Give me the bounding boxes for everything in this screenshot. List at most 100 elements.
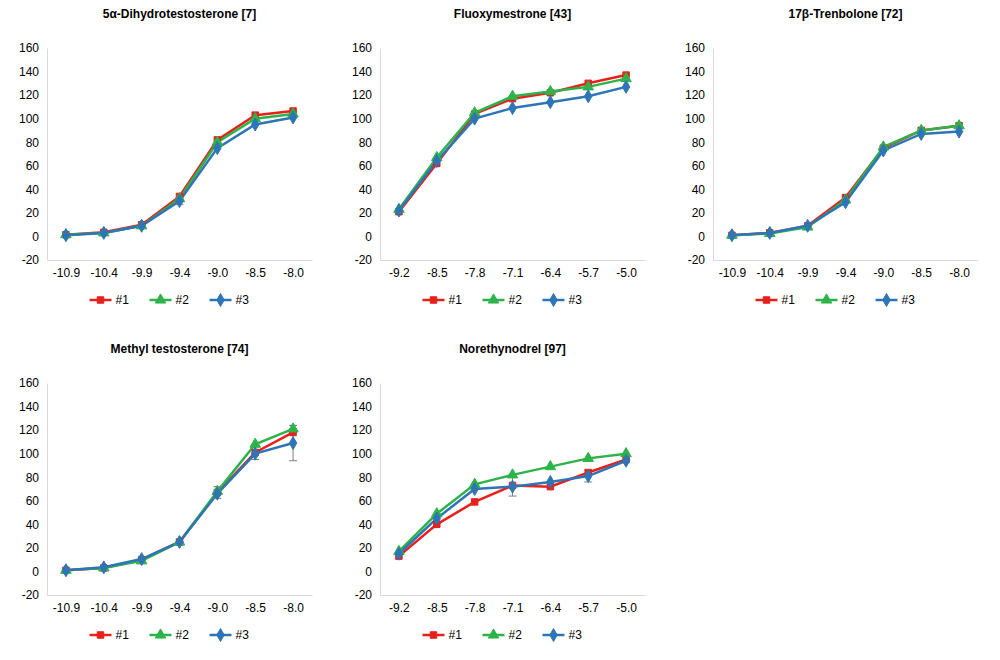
series-marker (547, 475, 554, 488)
y-axis-line (380, 384, 381, 596)
series-marker (955, 125, 962, 138)
y-tick-label: -20 (22, 588, 40, 602)
y-tick: -20 (355, 253, 380, 267)
x-tick: -10.9 (719, 260, 747, 280)
x-tick-label: -5.7 (578, 601, 599, 615)
x-tick: -8.5 (427, 260, 448, 280)
series-marker (176, 536, 183, 549)
legend-label: #3 (236, 293, 250, 307)
legend-marker (488, 629, 499, 638)
legend-marker (97, 297, 103, 303)
legend-label: #3 (236, 628, 250, 642)
series-marker (62, 564, 69, 577)
y-tick-label: 80 (26, 136, 40, 150)
y-axis-line (47, 49, 48, 261)
y-tick: 160 (352, 41, 380, 55)
panel: Fluoxymestrone [43]-20020406080100120140… (352, 7, 646, 307)
x-tick: -8.5 (427, 595, 448, 615)
x-tick: -8.0 (283, 260, 304, 280)
y-tick-label: 140 (685, 65, 705, 79)
x-tick-label: -8.5 (911, 266, 932, 280)
x-tick-label: -6.4 (541, 266, 562, 280)
x-tick: -5.7 (578, 260, 599, 280)
y-tick-label: 0 (32, 565, 39, 579)
x-tick: -8.0 (949, 260, 970, 280)
series-marker (584, 90, 591, 103)
y-tick-label: 160 (352, 41, 372, 55)
y-tick: -20 (22, 253, 47, 267)
y-axis: -20020406080100120140160 (352, 41, 381, 267)
legend-item: #2 (483, 293, 523, 307)
y-tick: 140 (19, 65, 47, 79)
series-marker (842, 196, 849, 209)
y-tick: 60 (359, 494, 380, 508)
series-line (66, 429, 293, 570)
x-tick-label: -9.2 (389, 601, 410, 615)
x-axis: -9.2-8.5-7.8-7.1-6.4-5.7-5.0 (381, 595, 646, 615)
y-tick: 60 (26, 494, 47, 508)
y-tick: 40 (26, 183, 47, 197)
x-tick-label: -7.1 (503, 601, 524, 615)
series-marker (509, 480, 516, 493)
y-tick: -20 (688, 253, 713, 267)
y-tick: 0 (365, 230, 380, 244)
series-marker (288, 423, 299, 432)
y-tick-label: 0 (365, 565, 372, 579)
y-tick: 40 (26, 518, 47, 532)
y-tick: 100 (19, 447, 47, 461)
y-tick-label: 80 (359, 136, 373, 150)
legend-label: #1 (449, 628, 463, 642)
y-tick-label: 0 (698, 230, 705, 244)
y-tick-label: 60 (26, 159, 40, 173)
x-axis: -10.9-10.4-9.9-9.4-9.0-8.5-8.0 (48, 595, 313, 615)
legend-item: #3 (210, 293, 250, 307)
legend: #1#2#3 (423, 293, 583, 307)
series-line (732, 132, 959, 236)
y-axis: -20020406080100120140160 (19, 41, 48, 267)
y-tick-label: 160 (352, 376, 372, 390)
x-tick: -5.0 (616, 595, 637, 615)
x-tick: -10.4 (91, 260, 119, 280)
legend-label: #2 (509, 628, 523, 642)
legend-marker (217, 629, 224, 642)
series-marker (804, 219, 811, 232)
y-tick: -20 (355, 588, 380, 602)
y-tick: 80 (359, 471, 380, 485)
y-tick: 80 (359, 136, 380, 150)
y-tick: 160 (19, 41, 47, 55)
x-tick-label: -8.5 (427, 266, 448, 280)
series-line (66, 432, 293, 570)
legend-item: #1 (90, 293, 130, 307)
x-axis-line (381, 260, 646, 261)
y-tick-label: 80 (692, 136, 706, 150)
x-tick-label: -8.5 (427, 601, 448, 615)
y-tick-label: 60 (26, 494, 40, 508)
series-marker (547, 96, 554, 109)
y-tick: 140 (19, 400, 47, 414)
x-tick-label: -8.5 (245, 266, 266, 280)
y-tick: 120 (19, 88, 47, 102)
series-marker (917, 128, 924, 141)
panel: Norethynodrel [97]-200204060801001201401… (352, 342, 646, 642)
x-tick: -7.8 (465, 260, 486, 280)
series-marker (583, 452, 594, 461)
x-tick-label: -9.9 (132, 601, 153, 615)
y-tick-label: 20 (26, 206, 40, 220)
x-tick: -7.1 (503, 595, 524, 615)
series-marker (100, 226, 107, 239)
x-tick-label: -9.9 (132, 266, 153, 280)
legend: #1 #2 #3 (423, 628, 583, 642)
y-tick: 20 (359, 206, 380, 220)
legend-item: #3 (543, 628, 583, 642)
x-tick: -5.7 (578, 595, 599, 615)
y-tick-label: 20 (359, 541, 373, 555)
plot-area (61, 423, 299, 577)
y-tick: 60 (26, 159, 47, 173)
plot-area (61, 108, 299, 242)
series-line (399, 87, 626, 211)
x-tick: -10.4 (757, 260, 785, 280)
y-tick-label: 40 (26, 183, 40, 197)
series-line (66, 117, 293, 235)
series-marker (100, 561, 107, 574)
series-marker (62, 229, 69, 242)
